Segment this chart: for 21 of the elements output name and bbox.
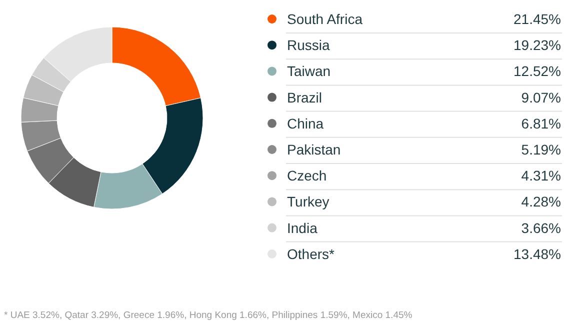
data-label: 4.28% <box>521 194 561 210</box>
data-label: 9.07% <box>521 89 561 106</box>
legend-label: Brazil <box>287 89 322 106</box>
data-label: 19.23% <box>514 37 561 54</box>
data-label: 5.19% <box>521 142 561 158</box>
data-label: 4.31% <box>521 168 561 184</box>
data-label: 13.48% <box>514 246 561 262</box>
legend-label: Taiwan <box>287 63 331 80</box>
text: * UAE 3.52%, Qatar 3.29%, Greece 1.96%, Hong Kong 1.66%, Philippines 1.59%, Mexico 1.45% <box>4 310 413 321</box>
legend-label: China <box>287 115 324 132</box>
data-label: 12.52% <box>514 63 561 80</box>
legend-label: India <box>287 220 318 236</box>
legend-label: Turkey <box>287 194 330 210</box>
data-label: 3.66% <box>521 220 561 236</box>
legend-label: Czech <box>287 168 327 184</box>
legend-label: Russia <box>287 37 330 54</box>
legend-label: Pakistan <box>287 142 341 158</box>
data-label: 21.45% <box>514 11 561 27</box>
legend-label: Others* <box>287 246 336 262</box>
data-label: 6.81% <box>521 115 561 132</box>
legend-label: South Africa <box>287 11 363 27</box>
